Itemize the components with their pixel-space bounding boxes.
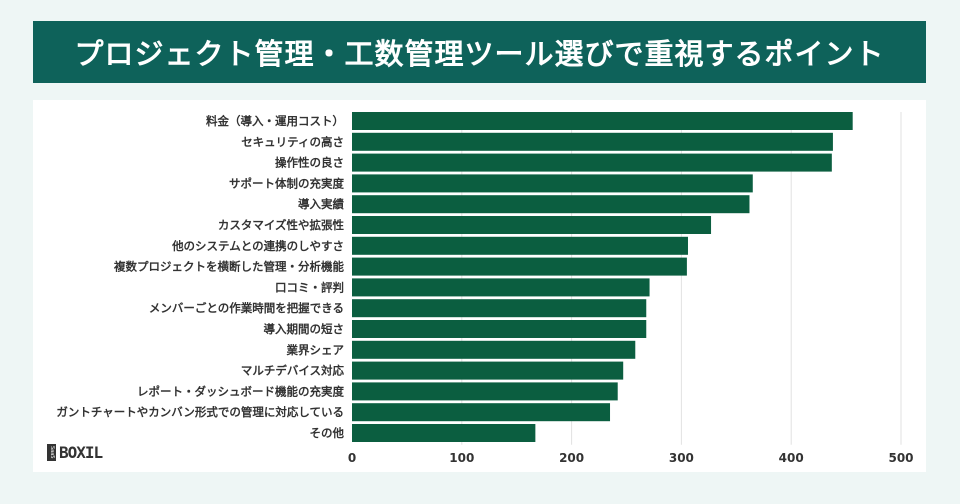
- bar: [352, 361, 624, 380]
- saas-logo-mark: SaaS: [47, 444, 56, 461]
- category-label: 業界シェア: [286, 343, 345, 357]
- category-label: 導入実績: [298, 197, 344, 211]
- x-tick-label: 400: [779, 451, 804, 465]
- category-label: 他のシステムとの連携のしやすさ: [171, 239, 344, 253]
- bar: [352, 278, 650, 297]
- bar: [352, 216, 712, 234]
- bar: [352, 340, 636, 359]
- bar: [352, 195, 750, 214]
- category-label: その他: [310, 426, 345, 440]
- bar: [352, 112, 853, 130]
- x-tick-label: 300: [669, 451, 694, 465]
- bar: [352, 236, 688, 255]
- bar: [352, 424, 536, 442]
- category-label: 複数プロジェクトを横断した管理・分析機能: [113, 260, 344, 274]
- bar: [352, 174, 753, 193]
- x-tick-label: 200: [559, 451, 584, 465]
- category-label: カスタマイズ性や拡張性: [218, 218, 345, 232]
- category-label: レポート・ダッシュボード機能の充実度: [137, 384, 344, 398]
- category-label: マルチデバイス対応: [241, 364, 345, 378]
- x-tick-label: 100: [449, 451, 474, 465]
- x-tick-label: 500: [888, 451, 913, 465]
- category-label: 導入期間の短さ: [264, 322, 345, 336]
- bar: [352, 403, 611, 422]
- title-banner: プロジェクト管理・工数管理ツール選びで重視するポイント: [33, 21, 926, 83]
- category-label: メンバーごとの作業時間を把握できる: [149, 301, 344, 315]
- bar: [352, 132, 833, 151]
- bar-chart: 0 100 200 300 400 500 料金（導入・運用コスト） セキュリティの高さ操作性…: [56, 112, 914, 465]
- bar: [352, 299, 647, 318]
- category-label: サポート体制の充実度: [229, 176, 344, 190]
- bar: [352, 153, 832, 172]
- chart-title: プロジェクト管理・工数管理ツール選びで重視するポイント: [74, 37, 885, 71]
- bar: [352, 382, 618, 401]
- logo-text: BOXIL: [59, 443, 103, 462]
- category-label: セキュリティの高さ: [241, 135, 344, 149]
- category-label: 口コミ・評判: [275, 280, 344, 294]
- bar: [352, 257, 687, 276]
- chart-panel: 0 100 200 300 400 500 料金（導入・運用コスト） セキュリティの高さ操作性…: [33, 100, 926, 472]
- bar: [352, 320, 647, 338]
- x-tick-label: 0: [348, 451, 356, 465]
- category-label: 料金（導入・運用コスト）: [206, 114, 344, 128]
- boxil-logo: SaaS BOXIL: [47, 443, 103, 462]
- category-label: ガントチャートやカンバン形式での管理に対応している: [56, 405, 344, 419]
- category-label: 操作性の良さ: [275, 156, 344, 170]
